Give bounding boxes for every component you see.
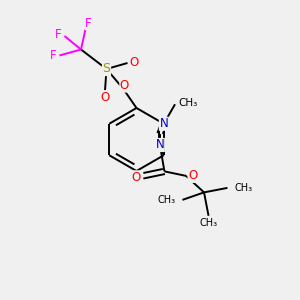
Text: O: O (100, 91, 109, 104)
Text: O: O (130, 56, 139, 70)
Text: F: F (55, 28, 62, 41)
Text: O: O (132, 171, 141, 184)
Text: O: O (188, 169, 197, 182)
Text: CH₃: CH₃ (200, 218, 217, 228)
Text: CH₃: CH₃ (178, 98, 197, 108)
Text: CH₃: CH₃ (234, 183, 252, 193)
Text: S: S (103, 62, 110, 76)
Text: F: F (50, 49, 57, 62)
Text: F: F (85, 16, 92, 30)
Text: CH₃: CH₃ (158, 195, 176, 205)
Text: N: N (156, 139, 164, 152)
Text: N: N (159, 117, 168, 130)
Text: O: O (120, 79, 129, 92)
